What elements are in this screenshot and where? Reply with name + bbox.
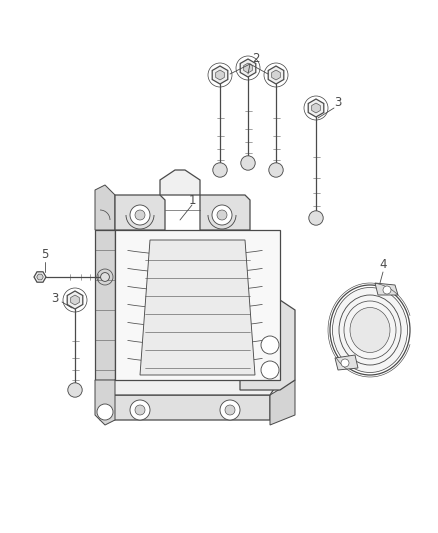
Polygon shape [115, 230, 280, 380]
Polygon shape [140, 240, 255, 375]
Text: 2: 2 [252, 52, 260, 64]
Circle shape [383, 286, 391, 294]
Polygon shape [240, 59, 256, 77]
Polygon shape [34, 272, 46, 282]
Polygon shape [215, 70, 224, 80]
Polygon shape [71, 295, 79, 305]
Polygon shape [95, 380, 115, 425]
Polygon shape [37, 274, 43, 280]
Polygon shape [375, 283, 398, 295]
Polygon shape [200, 195, 250, 230]
Circle shape [101, 272, 110, 281]
Text: 4: 4 [379, 259, 387, 271]
Polygon shape [240, 300, 295, 390]
Circle shape [217, 210, 227, 220]
Polygon shape [100, 395, 270, 420]
Polygon shape [105, 380, 280, 395]
Polygon shape [67, 291, 83, 309]
Text: 5: 5 [41, 248, 49, 262]
Polygon shape [212, 66, 228, 84]
Circle shape [261, 336, 279, 354]
Polygon shape [335, 355, 358, 370]
Polygon shape [308, 99, 324, 117]
Circle shape [225, 405, 235, 415]
Polygon shape [95, 230, 115, 380]
Polygon shape [244, 63, 252, 73]
Circle shape [241, 156, 255, 170]
Polygon shape [115, 195, 165, 230]
Circle shape [213, 163, 227, 177]
Text: 3: 3 [51, 292, 59, 304]
Ellipse shape [332, 287, 407, 373]
Circle shape [135, 405, 145, 415]
Circle shape [341, 359, 349, 367]
Circle shape [220, 400, 240, 420]
Polygon shape [95, 185, 115, 230]
Circle shape [261, 361, 279, 379]
Polygon shape [268, 66, 284, 84]
Polygon shape [270, 380, 295, 425]
Circle shape [269, 163, 283, 177]
Circle shape [130, 400, 150, 420]
Circle shape [97, 404, 113, 420]
Circle shape [135, 210, 145, 220]
Ellipse shape [350, 308, 390, 352]
Circle shape [212, 205, 232, 225]
Text: 3: 3 [334, 95, 342, 109]
Circle shape [68, 383, 82, 397]
Text: 1: 1 [188, 193, 196, 206]
Circle shape [309, 211, 323, 225]
Polygon shape [312, 103, 320, 113]
Polygon shape [272, 70, 280, 80]
Circle shape [130, 205, 150, 225]
Polygon shape [160, 170, 200, 195]
